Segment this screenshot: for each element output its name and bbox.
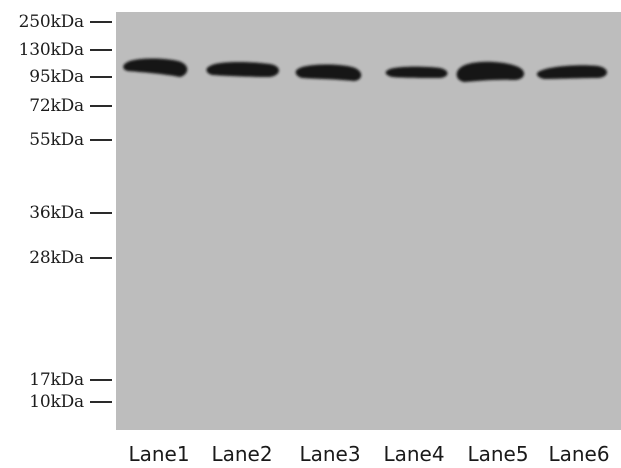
blot-membrane: [116, 12, 621, 430]
lane-label-4: Lane4: [383, 442, 445, 466]
band-lane6: [536, 65, 607, 79]
marker-tick: [90, 139, 112, 141]
marker-55kda: 55kDa: [0, 130, 112, 150]
lane-label-2: Lane2: [211, 442, 273, 466]
marker-10kda: 10kDa: [0, 392, 112, 412]
marker-tick: [90, 76, 112, 78]
marker-tick: [90, 21, 112, 23]
marker-label: 36kDa: [29, 203, 84, 223]
marker-72kda: 72kDa: [0, 96, 112, 116]
marker-tick: [90, 401, 112, 403]
marker-95kda: 95kDa: [0, 67, 112, 87]
marker-label: 130kDa: [18, 40, 85, 60]
band-lane3: [295, 64, 362, 81]
lane-label-1: Lane1: [128, 442, 190, 466]
marker-250kda: 250kDa: [0, 12, 112, 32]
lane-label-5: Lane5: [467, 442, 529, 466]
marker-label: 55kDa: [29, 130, 84, 150]
marker-label: 72kDa: [29, 96, 84, 116]
marker-label: 28kDa: [29, 248, 84, 268]
marker-17kda: 17kDa: [0, 370, 112, 390]
band-lane1: [123, 58, 188, 77]
band-lane2: [206, 61, 279, 77]
marker-tick: [90, 105, 112, 107]
marker-tick: [90, 212, 112, 214]
marker-36kda: 36kDa: [0, 203, 112, 223]
band-lane5: [456, 61, 525, 82]
marker-label: 250kDa: [18, 12, 85, 32]
marker-130kda: 130kDa: [0, 40, 112, 60]
marker-label: 17kDa: [29, 370, 84, 390]
marker-tick: [90, 49, 112, 51]
band-lane4: [385, 66, 448, 78]
marker-tick: [90, 379, 112, 381]
marker-tick: [90, 257, 112, 259]
marker-label: 95kDa: [29, 67, 84, 87]
marker-28kda: 28kDa: [0, 248, 112, 268]
marker-label: 10kDa: [29, 392, 84, 412]
lane-label-3: Lane3: [299, 442, 361, 466]
lane-label-6: Lane6: [548, 442, 610, 466]
